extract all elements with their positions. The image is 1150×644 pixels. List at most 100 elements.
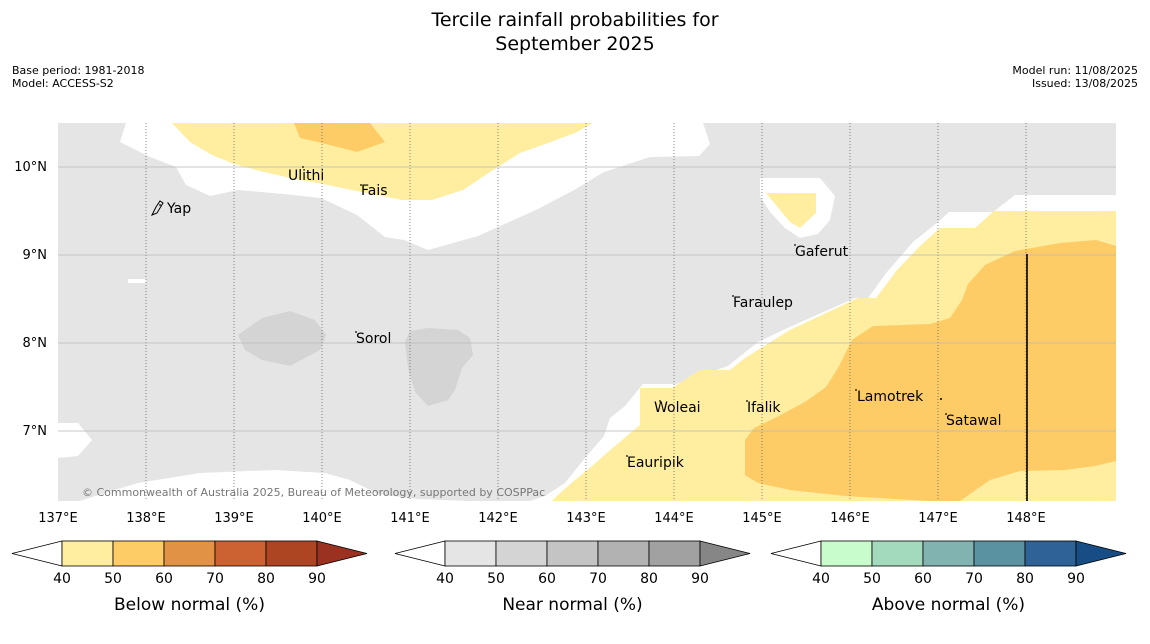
place-marker: [855, 389, 857, 391]
legends: 40 50 60 70 80 90 Below normal (%) 40 50 60 70 80 90…: [11, 540, 1127, 615]
place-label: Eauripik: [627, 455, 685, 471]
legend-tick-label: 40: [53, 571, 71, 587]
island-dot: [940, 398, 942, 400]
legend-color-segment: [61, 540, 114, 567]
lat-tick-label: 7°N: [23, 424, 48, 439]
lon-tick-label: 148°E: [1006, 511, 1046, 526]
legend-title: Above normal (%): [872, 595, 1025, 615]
below-normal-50-60-east: [745, 240, 1116, 501]
place-marker: [626, 455, 628, 457]
model-name: Model: ACCESS-S2: [12, 77, 114, 90]
place-marker: [746, 400, 748, 402]
legend-color-segment: [112, 540, 165, 567]
place-marker: [302, 166, 304, 168]
yap-island-outline: [150, 200, 164, 216]
lon-tick-label: 145°E: [742, 511, 782, 526]
place-marker: [159, 204, 161, 206]
land-patch-central: [405, 328, 473, 406]
place-marker: [355, 331, 357, 333]
legend-color-segment: [922, 540, 975, 567]
lon-tick-label: 146°E: [830, 511, 870, 526]
legend-color-segment: [495, 540, 548, 567]
legend-tick-label: 60: [538, 571, 556, 587]
map-title: Tercile rainfall probabilities for Septe…: [0, 8, 1150, 56]
lon-tick-label: 142°E: [478, 511, 518, 526]
legend-tick-label: 50: [487, 571, 505, 587]
legend-tick-label: 70: [589, 571, 607, 587]
legend-color-segment: [163, 540, 216, 567]
place-marker: [732, 295, 734, 297]
legend-tick-label: 90: [691, 571, 709, 587]
place-marker: [794, 244, 796, 246]
legend-high-arrow: [1075, 540, 1127, 567]
place-labels: Ulithi Fais Yap Gaferut Faraulep Sorol Lamotre…: [150, 166, 1001, 471]
legend-title: Near normal (%): [502, 595, 642, 615]
place-label: Lamotrek: [857, 389, 924, 405]
legend-color-segment: [648, 540, 701, 567]
title-line-2: September 2025: [495, 33, 655, 55]
legend-tick-label: 40: [436, 571, 454, 587]
lon-tick-label: 144°E: [654, 511, 694, 526]
title-line-1: Tercile rainfall probabilities for: [431, 9, 719, 31]
legend-tick-label: 70: [965, 571, 983, 587]
lon-tick-label: 139°E: [214, 511, 254, 526]
legend-color-segment: [444, 540, 497, 567]
land-patch-west: [238, 311, 326, 366]
legend-tick-label: 50: [863, 571, 881, 587]
lat-tick-label: 8°N: [23, 336, 48, 351]
legend-color-segment: [820, 540, 873, 567]
lon-tick-label: 141°E: [390, 511, 430, 526]
place-label: Ulithi: [288, 168, 324, 184]
place-marker: [659, 400, 661, 402]
map-area: Ulithi Fais Yap Gaferut Faraulep Sorol Lamotre…: [58, 123, 1116, 501]
meta-right: Model run: 11/08/2025 Issued: 13/08/2025: [1012, 64, 1138, 90]
place-label: Faraulep: [733, 295, 793, 311]
legend-high-arrow: [699, 540, 751, 567]
lat-tick-label: 10°N: [14, 160, 47, 175]
legend-color-segment: [1024, 540, 1077, 567]
legend-colorbar: 40 50 60 70 80 90 Above normal (%): [770, 540, 1127, 615]
lon-tick-label: 147°E: [918, 511, 958, 526]
legend-tick-label: 60: [914, 571, 932, 587]
base-period: Base period: 1981-2018: [12, 64, 145, 77]
legend-color-segment: [973, 540, 1026, 567]
place-label: Ifalik: [747, 400, 781, 416]
legend-title: Below normal (%): [114, 595, 265, 615]
below-normal-40-50-islet: [766, 193, 816, 228]
legend-tick-label: 80: [257, 571, 275, 587]
issued-date: Issued: 13/08/2025: [1031, 77, 1138, 90]
place-label: Yap: [166, 201, 191, 217]
lat-tick-label: 9°N: [23, 248, 48, 263]
legend-color-segment: [597, 540, 650, 567]
legend-color-segment: [214, 540, 267, 567]
place-label: Satawal: [946, 413, 1001, 429]
legend-tick-label: 50: [104, 571, 122, 587]
legend-tick-label: 70: [206, 571, 224, 587]
meta-left: Base period: 1981-2018 Model: ACCESS-S2: [12, 64, 144, 90]
legend-tick-label: 90: [1067, 571, 1085, 587]
lon-tick-label: 143°E: [566, 511, 606, 526]
graticule: [58, 123, 1116, 501]
legend-tick-label: 80: [640, 571, 658, 587]
legend-color-segment: [546, 540, 599, 567]
legend-low-arrow: [11, 540, 63, 567]
legend-colorbar: 40 50 60 70 80 90 Near normal (%): [394, 540, 751, 615]
legend-low-arrow: [394, 540, 446, 567]
legend-low-arrow: [770, 540, 822, 567]
legend-color-segment: [265, 540, 318, 567]
legend-tick-label: 80: [1016, 571, 1034, 587]
place-label: Gaferut: [795, 244, 849, 260]
lon-tick-label: 137°E: [38, 511, 78, 526]
model-run: Model run: 11/08/2025: [1012, 64, 1138, 77]
place-label: Fais: [361, 183, 388, 199]
legend-tick-label: 60: [155, 571, 173, 587]
below-normal-50-60-north: [294, 123, 385, 152]
legend-colorbar: 40 50 60 70 80 90 Below normal (%): [11, 540, 368, 615]
legend-high-arrow: [316, 540, 368, 567]
copyright-text: © Commonwealth of Australia 2025, Bureau…: [82, 486, 545, 499]
place-marker: [945, 413, 947, 415]
legend-tick-label: 40: [812, 571, 830, 587]
below-normal-40-50-north: [172, 123, 593, 200]
place-label: Sorol: [356, 331, 391, 347]
